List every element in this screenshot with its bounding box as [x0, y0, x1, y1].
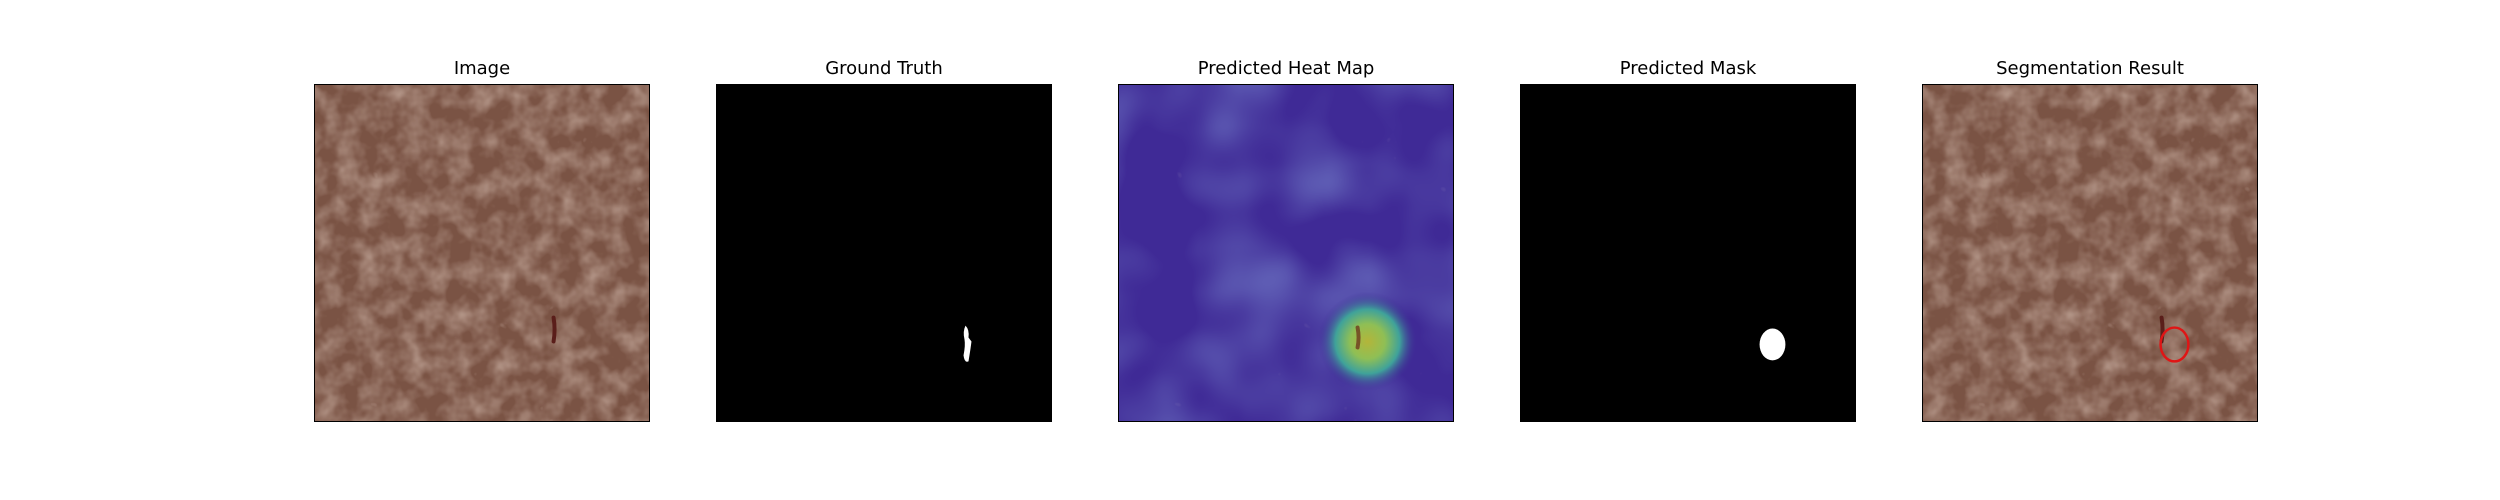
segmentation-image — [1923, 85, 2257, 421]
predicted-mask-panel — [1520, 84, 1856, 422]
predicted-mask — [1521, 85, 1855, 421]
panel-title-heat-map: Predicted Heat Map — [1197, 58, 1375, 79]
heat-hotspot — [1317, 291, 1418, 392]
segmentation-result-panel — [1922, 84, 2258, 422]
panel-title-image: Image — [453, 58, 511, 79]
ground-truth-panel — [716, 84, 1052, 422]
heat-map-panel — [1118, 84, 1454, 422]
ground-truth-region — [963, 325, 972, 362]
leather-image — [315, 85, 649, 421]
predicted-region — [1759, 328, 1786, 361]
heat-map — [1119, 85, 1453, 421]
ground-truth-mask — [717, 85, 1051, 421]
panel-title-predicted-mask: Predicted Mask — [1619, 58, 1757, 79]
segmentation-contour — [2159, 326, 2190, 363]
panel-title-segmentation-result: Segmentation Result — [1996, 58, 2184, 79]
defect-mark — [551, 315, 557, 344]
panel-title-ground-truth: Ground Truth — [825, 58, 943, 79]
image-panel — [314, 84, 650, 422]
